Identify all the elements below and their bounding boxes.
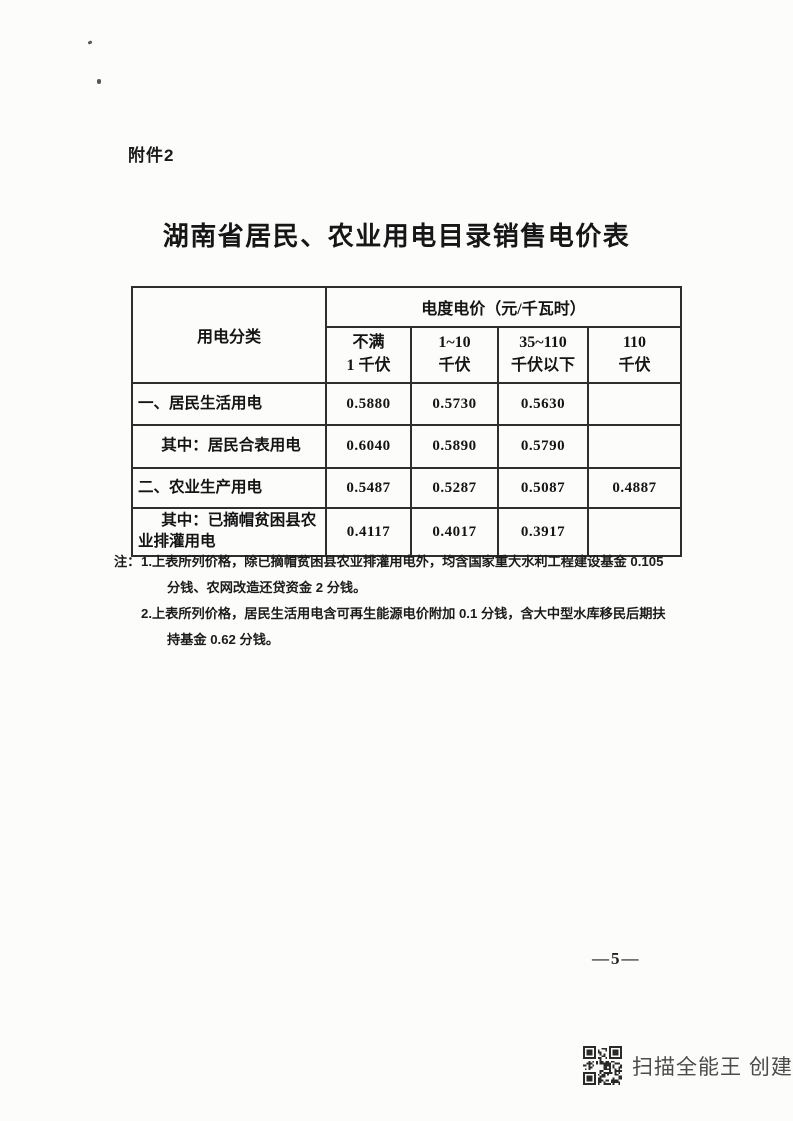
price-cell: 0.5890 xyxy=(410,424,499,470)
price-cell: 0.5730 xyxy=(410,382,499,427)
category-cell: 二、农业生产用电 xyxy=(131,467,327,510)
footnotes: 注： 1.上表所列价格，除已摘帽贫困县农业排灌用电外，均含国家重大水利工程建设基… xyxy=(114,549,714,653)
table-row: 其中：居民合表用电 0.6040 0.5890 0.5790 xyxy=(131,424,683,470)
price-cell: 0.5487 xyxy=(325,467,412,510)
voltage-header-cell: 不满 1 千伏 xyxy=(325,325,412,385)
price-cell xyxy=(586,507,683,558)
price-cell: 0.4017 xyxy=(410,507,499,558)
voltage-header-cell: 1~10 千伏 xyxy=(410,325,499,385)
table-header-row: 用电分类 电度电价（元/千瓦时） xyxy=(131,285,683,385)
price-cell xyxy=(586,424,683,470)
price-cell: 0.4117 xyxy=(325,507,412,558)
attachment-label: 附件2 xyxy=(128,146,175,165)
category-cell: 一、居民生活用电 xyxy=(131,382,327,427)
price-cell: 0.5790 xyxy=(497,424,589,470)
footnotes-body: 1.上表所列价格，除已摘帽贫困县农业排灌用电外，均含国家重大水利工程建设基金 0… xyxy=(141,549,666,653)
price-cell: 0.4887 xyxy=(586,467,683,510)
page-number: —5— xyxy=(592,949,641,968)
scanner-watermark: 扫描全能王 创建 xyxy=(583,1046,793,1085)
price-cell xyxy=(586,382,683,427)
table-subheader-row: 不满 1 千伏 1~10 千伏 35~110 千伏以下 110 千伏 xyxy=(132,325,683,385)
scan-artifact xyxy=(97,79,101,84)
price-cell: 0.5087 xyxy=(497,467,589,510)
price-table: 用电分类 电度电价（元/千瓦时） 不满 1 千伏 1~10 千伏 35~110 … xyxy=(131,285,683,558)
price-cell: 0.5287 xyxy=(410,467,499,510)
category-cell: 其中：居民合表用电 xyxy=(131,424,327,470)
page-title: 湖南省居民、农业用电目录销售电价表 xyxy=(162,221,631,251)
voltage-header-cell: 110 千伏 xyxy=(586,325,683,385)
scan-artifact xyxy=(87,40,93,45)
corner-header-cell: 用电分类 xyxy=(131,285,327,385)
footnote-item: 1.上表所列价格，除已摘帽贫困县农业排灌用电外，均含国家重大水利工程建设基金 0… xyxy=(141,554,664,595)
voltage-header-cell: 35~110 千伏以下 xyxy=(497,325,589,385)
price-cell: 0.5880 xyxy=(325,382,412,427)
price-cell: 0.3917 xyxy=(497,507,589,558)
price-cell: 0.6040 xyxy=(325,424,412,470)
footnotes-label: 注： xyxy=(114,554,141,569)
category-cell: 其中：已摘帽贫困县农业排灌用电 xyxy=(131,507,327,558)
scanner-footer-text: 扫描全能王 创建 xyxy=(632,1055,793,1079)
price-cell: 0.5630 xyxy=(497,382,589,427)
footnote-item: 2.上表所列价格，居民生活用电含可再生能源电价附加 0.1 分钱，含大中型水库移… xyxy=(141,606,666,647)
qr-code-icon xyxy=(583,1046,622,1085)
table-row: 二、农业生产用电 0.5487 0.5287 0.5087 0.4887 xyxy=(131,467,683,510)
table-row: 一、居民生活用电 0.5880 0.5730 0.5630 xyxy=(131,382,683,427)
price-header-cell: 电度电价（元/千瓦时） xyxy=(324,286,683,328)
table-row: 其中：已摘帽贫困县农业排灌用电 0.4117 0.4017 0.3917 xyxy=(131,507,683,558)
